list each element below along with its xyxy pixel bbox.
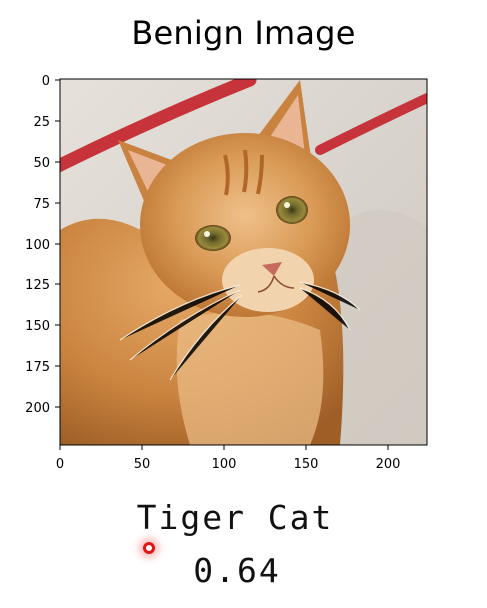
y-tick-label: 150 <box>25 319 50 334</box>
figure-title: Benign Image <box>131 14 356 52</box>
y-tick-label: 175 <box>25 360 50 375</box>
axes-frame <box>59 78 428 446</box>
x-tick-label: 100 <box>212 457 237 472</box>
cat-photo <box>60 79 427 445</box>
x-axis: 0 50 100 150 200 <box>56 445 401 472</box>
x-tick-label: 50 <box>134 457 151 472</box>
prediction-score: 0.64 <box>193 551 281 590</box>
y-tick-label: 0 <box>42 74 50 89</box>
y-tick-label: 75 <box>33 197 50 212</box>
cursor-pointer-icon <box>143 542 155 554</box>
y-tick-label: 50 <box>33 156 50 171</box>
y-tick-label: 200 <box>25 401 50 416</box>
x-tick-label: 0 <box>56 457 64 472</box>
prediction-label: Tiger Cat <box>136 498 334 537</box>
x-tick-label: 150 <box>294 457 319 472</box>
y-tick-label: 25 <box>33 115 50 130</box>
y-tick-label: 125 <box>25 278 50 293</box>
y-tick-label: 100 <box>25 238 50 253</box>
y-axis: 0 25 50 75 100 125 150 175 200 <box>25 74 60 416</box>
x-tick-label: 200 <box>376 457 401 472</box>
